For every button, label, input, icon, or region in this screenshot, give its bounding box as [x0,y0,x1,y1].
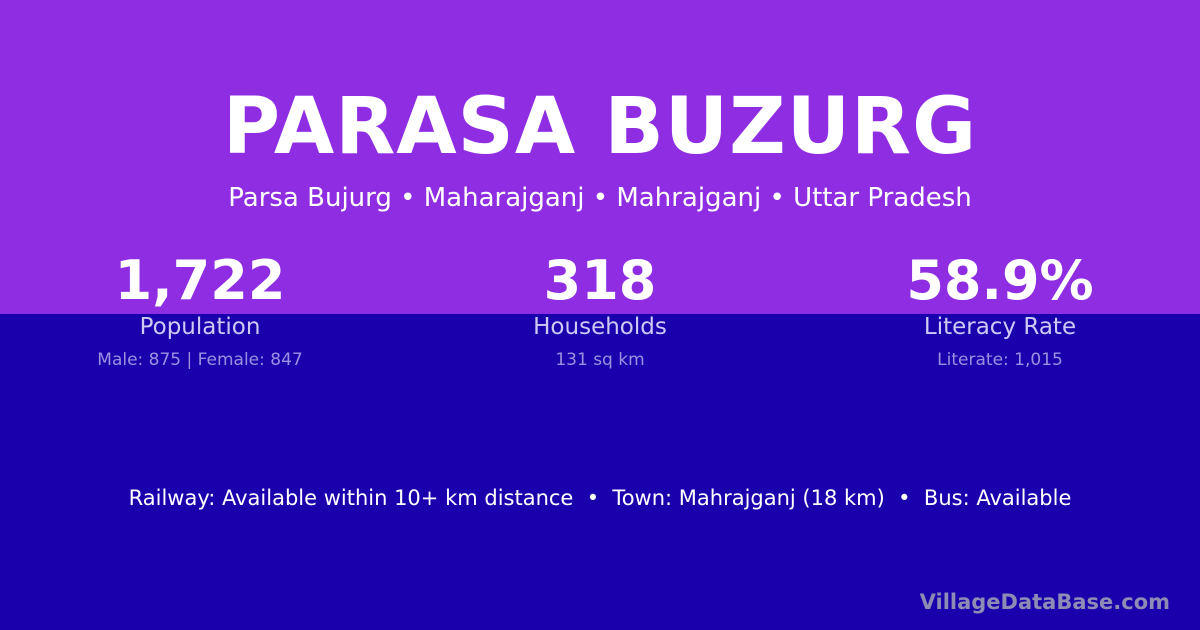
stat-households: 318 Households 131 sq km [400,249,800,371]
stat-value: 318 [543,249,657,312]
stat-literacy: 58.9% Literacy Rate Literate: 1,015 [800,249,1200,371]
stat-label: Literacy Rate [923,314,1077,340]
stat-value: 1,722 [114,249,286,312]
stat-detail: 131 sq km [555,350,645,370]
stat-detail: Literate: 1,015 [937,350,1063,370]
stat-detail: Male: 875 | Female: 847 [97,350,303,370]
header-band [0,0,1200,314]
brand-logo: VillageDataBase.com [919,590,1170,614]
transport-info: Railway: Available within 10+ km distanc… [128,486,1072,510]
location-breadcrumb: Parsa Bujurg • Maharajganj • Mahrajganj … [228,183,972,213]
stat-label: Households [533,314,667,340]
stat-population: 1,722 Population Male: 875 | Female: 847 [0,249,400,371]
stat-label: Population [139,314,261,340]
page-title: PARASA BUZURG [222,82,978,172]
stat-value: 58.9% [906,249,1094,312]
